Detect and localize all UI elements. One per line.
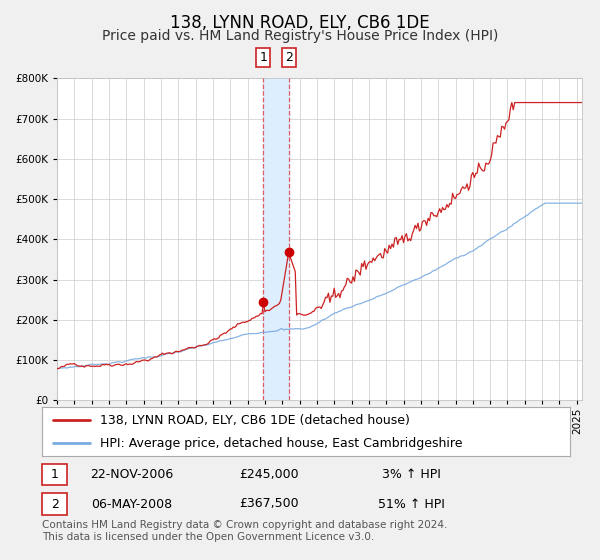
- Text: Price paid vs. HM Land Registry's House Price Index (HPI): Price paid vs. HM Land Registry's House …: [102, 29, 498, 43]
- Text: HPI: Average price, detached house, East Cambridgeshire: HPI: Average price, detached house, East…: [100, 437, 463, 450]
- Text: 06-MAY-2008: 06-MAY-2008: [91, 497, 172, 511]
- Text: This data is licensed under the Open Government Licence v3.0.: This data is licensed under the Open Gov…: [42, 532, 374, 542]
- Text: 22-NOV-2006: 22-NOV-2006: [90, 468, 173, 481]
- Text: 1: 1: [51, 468, 59, 481]
- Text: Contains HM Land Registry data © Crown copyright and database right 2024.: Contains HM Land Registry data © Crown c…: [42, 520, 448, 530]
- FancyBboxPatch shape: [42, 493, 67, 515]
- Text: £367,500: £367,500: [239, 497, 299, 511]
- Text: 1: 1: [259, 51, 267, 64]
- Text: 138, LYNN ROAD, ELY, CB6 1DE: 138, LYNN ROAD, ELY, CB6 1DE: [170, 14, 430, 32]
- Text: £245,000: £245,000: [239, 468, 299, 481]
- Bar: [263, 78, 289, 400]
- Text: 138, LYNN ROAD, ELY, CB6 1DE (detached house): 138, LYNN ROAD, ELY, CB6 1DE (detached h…: [100, 414, 410, 427]
- FancyBboxPatch shape: [42, 464, 67, 485]
- Text: 3% ↑ HPI: 3% ↑ HPI: [382, 468, 441, 481]
- Text: 2: 2: [51, 497, 59, 511]
- Text: 2: 2: [285, 51, 293, 64]
- Text: 51% ↑ HPI: 51% ↑ HPI: [378, 497, 445, 511]
